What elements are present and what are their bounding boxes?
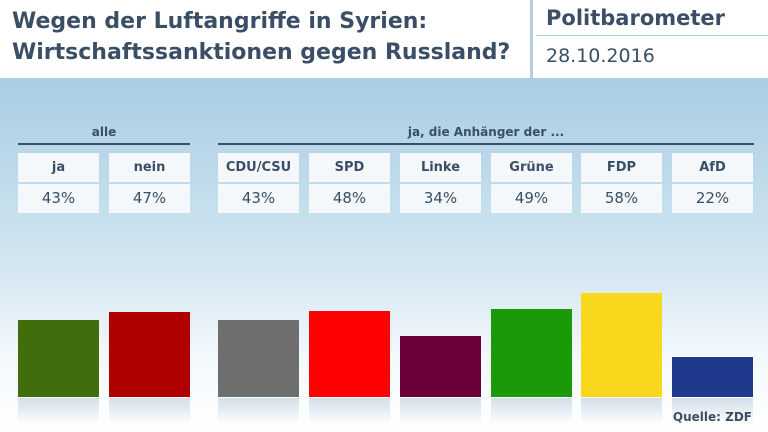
value-card: FDP 58% xyxy=(581,153,662,213)
chart-title: Wegen der Luftangriffe in Syrien: Wirtsc… xyxy=(12,9,511,65)
bar xyxy=(581,293,662,397)
category-label: ja xyxy=(18,153,99,182)
bar-reflection xyxy=(18,398,99,424)
group-line-all xyxy=(18,143,190,145)
category-label: nein xyxy=(109,153,190,182)
value-label: 58% xyxy=(581,184,662,213)
bar xyxy=(400,336,481,397)
category-label: CDU/CSU xyxy=(218,153,299,182)
value-card: nein 47% xyxy=(109,153,190,213)
value-label: 43% xyxy=(18,184,99,213)
value-label: 34% xyxy=(400,184,481,213)
brand-divider xyxy=(536,35,768,36)
bar xyxy=(491,309,572,397)
value-card: AfD 22% xyxy=(672,153,753,213)
value-label: 43% xyxy=(218,184,299,213)
brand-label: Politbarometer xyxy=(546,6,726,30)
category-label: FDP xyxy=(581,153,662,182)
bar xyxy=(109,312,190,397)
value-label: 22% xyxy=(672,184,753,213)
value-card: Linke 34% xyxy=(400,153,481,213)
value-label: 49% xyxy=(491,184,572,213)
source-label: Quelle: ZDF xyxy=(672,410,752,424)
value-card: ja 43% xyxy=(18,153,99,213)
bar xyxy=(218,320,299,397)
date-label: 28.10.2016 xyxy=(546,45,655,67)
value-label: 48% xyxy=(309,184,390,213)
header-divider xyxy=(530,0,533,78)
group-label-parties: ja, die Anhänger der ... xyxy=(407,125,565,139)
category-label: AfD xyxy=(672,153,753,182)
value-card: SPD 48% xyxy=(309,153,390,213)
category-label: Grüne xyxy=(491,153,572,182)
bar-reflection xyxy=(672,398,753,424)
category-label: Linke xyxy=(400,153,481,182)
bar xyxy=(309,311,390,397)
group-line-parties xyxy=(218,143,754,145)
header: Wegen der Luftangriffe in Syrien: Wirtsc… xyxy=(0,0,768,78)
value-card: Grüne 49% xyxy=(491,153,572,213)
value-label: 47% xyxy=(109,184,190,213)
value-card: CDU/CSU 43% xyxy=(218,153,299,213)
bar-reflection xyxy=(218,398,299,424)
bar xyxy=(672,357,753,397)
bar xyxy=(18,320,99,397)
bar-reflection xyxy=(491,398,572,424)
bar-reflection xyxy=(581,398,662,424)
bar-reflection xyxy=(309,398,390,424)
bar-reflection xyxy=(400,398,481,424)
group-label-all: alle xyxy=(91,125,117,139)
category-label: SPD xyxy=(309,153,390,182)
bar-reflection xyxy=(109,398,190,424)
